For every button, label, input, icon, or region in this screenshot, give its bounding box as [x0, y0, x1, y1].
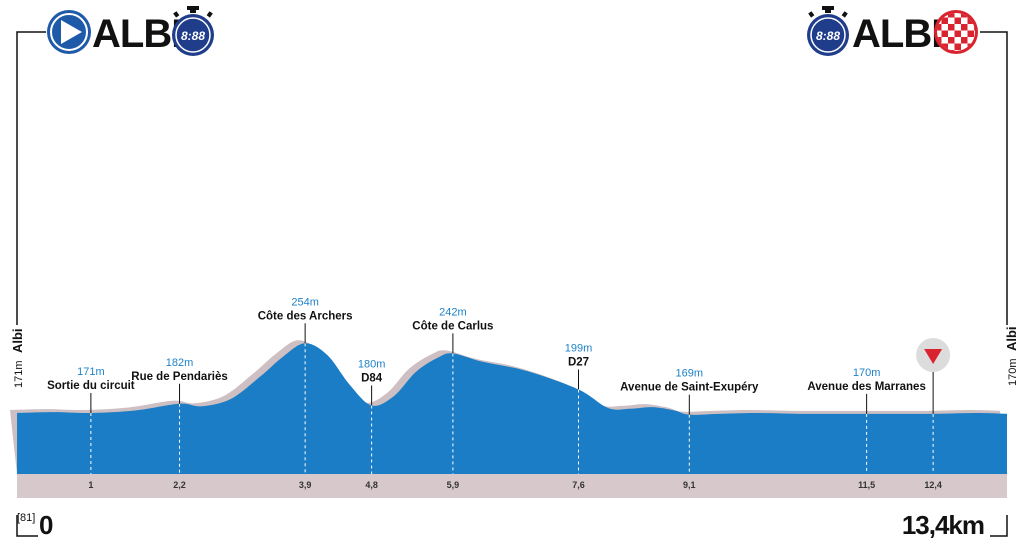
point-km-label: 4,8: [365, 480, 378, 490]
profile-point: 1 Sortie du circuit 171m: [47, 366, 135, 490]
frame-bottom-left: [16, 515, 38, 537]
point-name-label: Côte des Archers: [258, 310, 353, 322]
start-distance: 0: [39, 510, 53, 540]
right-city: Albi: [1004, 326, 1019, 351]
start-city: ALBI: [92, 12, 181, 56]
stage-code: [81]: [17, 512, 35, 524]
point-altitude-label: 182m: [166, 357, 194, 369]
point-km-label: 9,1: [683, 480, 696, 490]
check-square: [961, 24, 968, 31]
finish-timer-digits: 8:88: [816, 29, 840, 43]
flamme-rouge-triangle-icon: [924, 349, 943, 364]
point-name-label: Sortie du circuit: [47, 380, 135, 392]
profile-point: 12,4: [924, 413, 942, 490]
chart-frame: [16, 31, 1008, 537]
profile-point: 2,2 Rue de Pendariès 182m: [131, 357, 228, 490]
finish-checkered-flag-icon: [934, 10, 978, 54]
check-square: [974, 13, 975, 18]
point-altitude-label: 254m: [291, 296, 319, 308]
km-band: [17, 474, 1007, 498]
point-name-label: Rue de Pendariès: [131, 371, 228, 383]
svg-text:170m Albi: 170m Albi: [1003, 326, 1020, 386]
start-stopwatch-icon: 8:88: [172, 6, 214, 56]
point-altitude-label: 242m: [439, 306, 467, 318]
left-altitude: 171m: [13, 360, 25, 388]
profile-point: 4,8 D84 180m: [358, 358, 386, 490]
point-name-label: D27: [568, 356, 589, 368]
right-altitude: 170m: [1007, 358, 1019, 386]
check-square: [937, 24, 942, 31]
check-square: [974, 50, 975, 51]
point-altitude-label: 199m: [565, 342, 593, 354]
check-square: [954, 17, 961, 24]
profile-point: 5,9 Côte de Carlus 242m: [412, 306, 493, 490]
point-km-label: 1: [88, 480, 93, 490]
finish-city: ALBI: [852, 12, 941, 56]
left-side-label: 171m Albi: [9, 328, 26, 388]
point-km-label: 12,4: [924, 480, 942, 490]
profile-area: [17, 343, 1007, 474]
point-altitude-label: 169m: [676, 368, 704, 380]
flamme-rouge-marker: [916, 338, 951, 414]
check-square: [937, 37, 942, 44]
check-square: [948, 24, 955, 31]
profile-point: 9,1 Avenue de Saint-Exupéry 169m: [620, 368, 759, 490]
check-square: [941, 17, 948, 24]
point-altitude-label: 171m: [77, 366, 105, 378]
start-timer-digits: 8:88: [181, 29, 205, 43]
check-square: [954, 43, 961, 50]
check-square: [941, 30, 948, 37]
profile-point: 7,6 D27 199m: [565, 342, 593, 490]
point-name-label: Avenue de Saint-Exupéry: [620, 382, 759, 394]
frame-bottom-right: [990, 515, 1008, 537]
check-square: [941, 43, 948, 50]
profile-markers: 1 Sortie du circuit 171m 2,2 Rue de Pendariè…: [47, 296, 942, 490]
finish-header: 8:88 ALBI: [807, 6, 978, 56]
point-km-label: 3,9: [299, 480, 312, 490]
check-square: [961, 13, 968, 18]
frame-right-line: [980, 31, 1008, 325]
point-km-label: 5,9: [447, 480, 460, 490]
check-square: [961, 37, 968, 44]
check-square: [948, 37, 955, 44]
point-altitude-label: 180m: [358, 358, 386, 370]
finish-stopwatch-icon: 8:88: [807, 6, 849, 56]
point-km-label: 11,5: [858, 480, 875, 490]
point-name-label: D84: [361, 372, 383, 384]
start-play-icon: [47, 10, 91, 54]
point-km-label: 2,2: [173, 480, 186, 490]
profile-point: 11,5 Avenue des Marranes 170m: [807, 367, 925, 490]
start-header: ALBI 8:88: [47, 6, 214, 56]
check-square: [967, 17, 974, 24]
right-side-label: 170m Albi: [1003, 326, 1020, 386]
check-square: [967, 30, 974, 37]
check-square: [948, 13, 955, 18]
frame-left-line: [16, 31, 46, 325]
point-name-label: Avenue des Marranes: [807, 381, 925, 393]
profile-point: 3,9 Côte des Archers 254m: [258, 296, 353, 490]
total-distance: 13,4km: [902, 510, 984, 540]
point-altitude-label: 170m: [853, 367, 881, 379]
point-name-label: Côte de Carlus: [412, 320, 493, 332]
check-square: [954, 30, 961, 37]
point-km-label: 7,6: [572, 480, 585, 490]
svg-text:171m Albi: 171m Albi: [9, 328, 26, 388]
left-city: Albi: [10, 328, 25, 353]
